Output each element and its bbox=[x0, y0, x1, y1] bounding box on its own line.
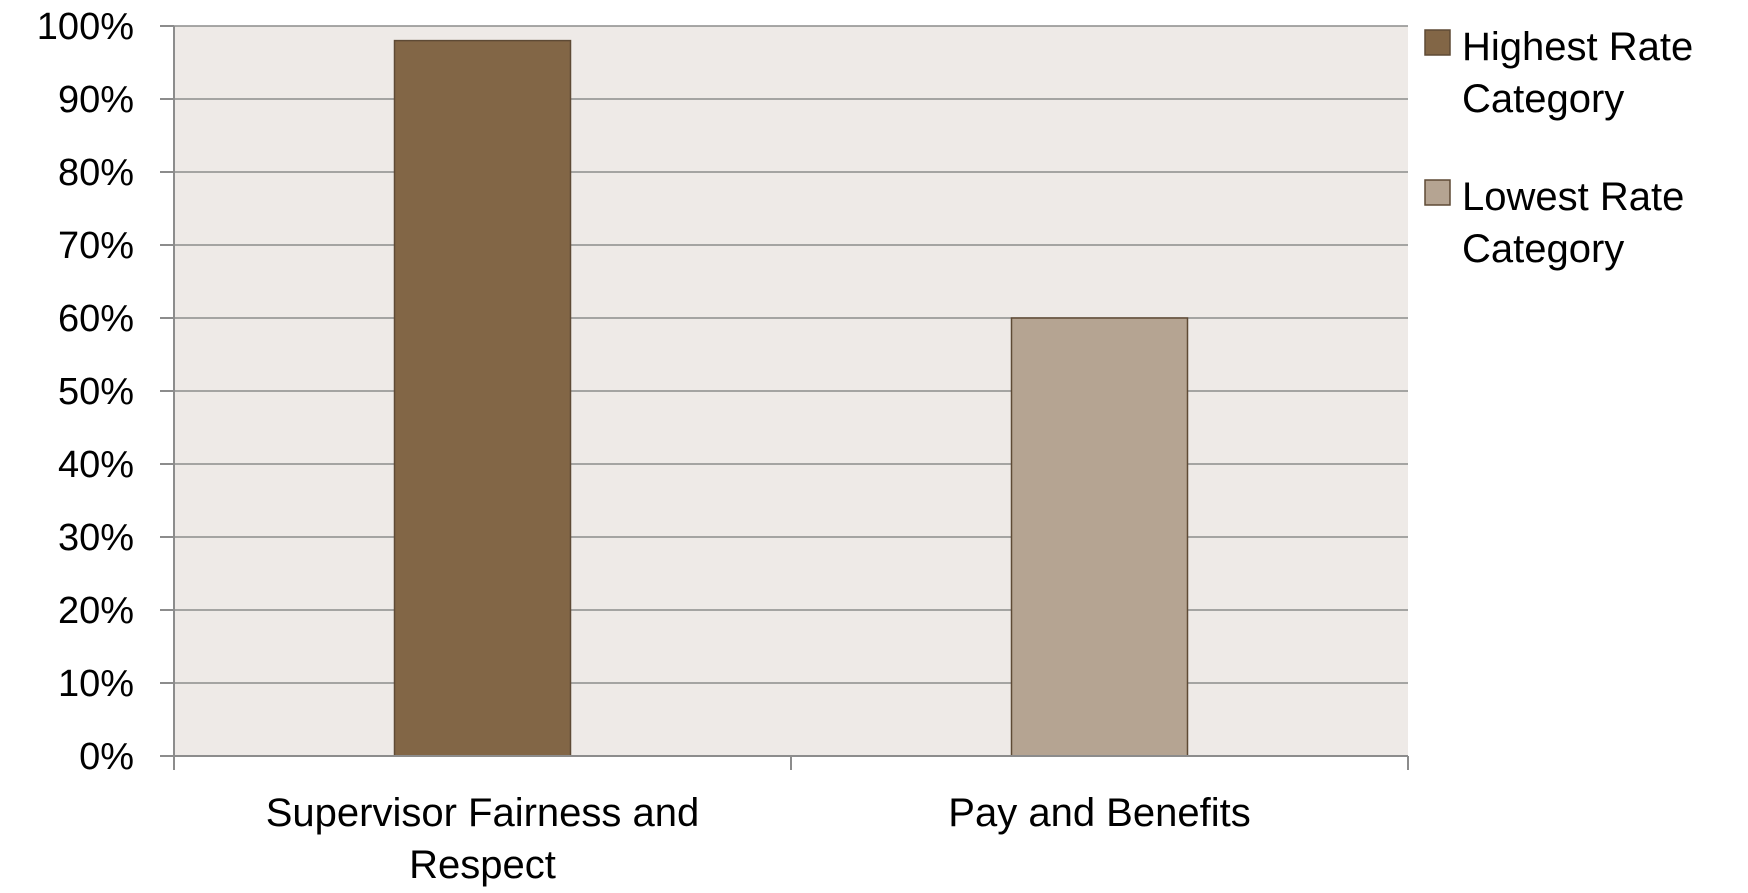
x-category-label: Supervisor Fairness and bbox=[266, 791, 700, 835]
y-tick-label: 0% bbox=[79, 736, 134, 778]
y-tick-label: 80% bbox=[58, 152, 134, 194]
x-category-label: Pay and Benefits bbox=[948, 791, 1250, 835]
axes bbox=[160, 25, 1409, 770]
y-tick-label: 100% bbox=[37, 6, 134, 48]
y-tick-label: 50% bbox=[58, 371, 134, 413]
y-tick-label: 60% bbox=[58, 298, 134, 340]
legend-label: Highest Rate bbox=[1462, 25, 1693, 69]
y-tick-label: 20% bbox=[58, 590, 134, 632]
bar-lowest-1 bbox=[1010, 317, 1189, 757]
y-tick-label: 10% bbox=[58, 663, 134, 705]
gridlines bbox=[174, 25, 1408, 684]
legend-swatch-lowest bbox=[1424, 179, 1451, 206]
x-category-label: Respect bbox=[409, 843, 556, 887]
legend-label: Lowest Rate bbox=[1462, 175, 1684, 219]
bar-highest-0 bbox=[393, 39, 572, 757]
legend: Highest Rate Category Lowest Rate Category bbox=[1424, 25, 1693, 271]
legend-label: Category bbox=[1462, 227, 1624, 271]
y-tick-label: 90% bbox=[58, 79, 134, 121]
legend-label: Category bbox=[1462, 77, 1624, 121]
bars bbox=[393, 39, 1189, 757]
y-tick-label: 30% bbox=[58, 517, 134, 559]
y-axis-tick-labels: 0% 10% 20% 30% 40% 50% 60% 70% 80% 90% 100% bbox=[37, 6, 134, 778]
y-tick-label: 40% bbox=[58, 444, 134, 486]
x-axis-category-labels: Supervisor Fairness and Respect Pay and Be… bbox=[266, 791, 1251, 887]
legend-swatch-highest bbox=[1424, 29, 1451, 56]
y-tick-label: 70% bbox=[58, 225, 134, 267]
